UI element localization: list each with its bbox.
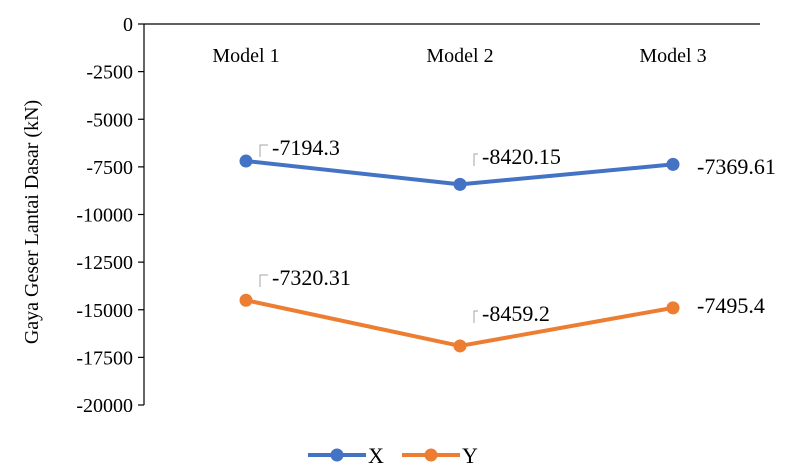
data-label-leader (473, 310, 478, 323)
legend-label: Y (462, 443, 478, 466)
data-label-y: -7495.4 (697, 293, 765, 318)
series-point-x (453, 177, 467, 191)
series-point-y (666, 301, 680, 315)
data-label-y: -8459.2 (482, 301, 550, 326)
series-line-y (244, 298, 675, 348)
data-label-x: -7194.3 (272, 135, 340, 160)
x-category-label: Model 3 (639, 45, 706, 67)
y-axis: 0 -2500 -5000 -7500 -10000 -12500 -15000 -17500… (76, 14, 760, 417)
x-axis-category-labels: Model 1 Model 2 Model 3 (212, 45, 706, 67)
series-point-y (453, 339, 467, 353)
legend-item-x: X (308, 443, 384, 466)
x-category-label: Model 1 (212, 45, 279, 67)
y-tick-label: 0 (123, 14, 133, 36)
data-label-y: -7320.31 (272, 265, 351, 290)
y-tick-label: -15000 (76, 300, 133, 322)
y-axis-title: Gaya Geser Lantai Dasar (kN) (21, 100, 43, 344)
legend-swatch-marker (424, 448, 438, 462)
y-tick-label: -20000 (76, 395, 133, 417)
y-tick-label: -7500 (86, 157, 133, 179)
y-tick-label: -10000 (76, 205, 133, 227)
data-label-leader (259, 144, 268, 157)
series-point-x (666, 157, 680, 171)
y-tick-label: -12500 (76, 252, 133, 274)
series-point-x (239, 154, 253, 168)
data-label-leader (259, 274, 268, 287)
y-tick-label: -5000 (86, 109, 133, 131)
legend-item-y: Y (402, 443, 478, 466)
legend-label: X (368, 443, 384, 466)
series-layer (239, 154, 680, 353)
data-label-x: -7369.61 (697, 154, 776, 179)
x-category-label: Model 2 (426, 45, 493, 67)
y-tick-label: -17500 (76, 347, 133, 369)
data-label-leader (473, 153, 478, 166)
data-labels-layer: -7194.3 -8420.15 -7369.61 -7320.31 -8459.2 -7… (259, 135, 776, 326)
legend-swatch-marker (330, 448, 344, 462)
y-tick-label: -2500 (86, 62, 133, 84)
data-label-x: -8420.15 (482, 144, 561, 169)
series-point-y (239, 293, 253, 307)
